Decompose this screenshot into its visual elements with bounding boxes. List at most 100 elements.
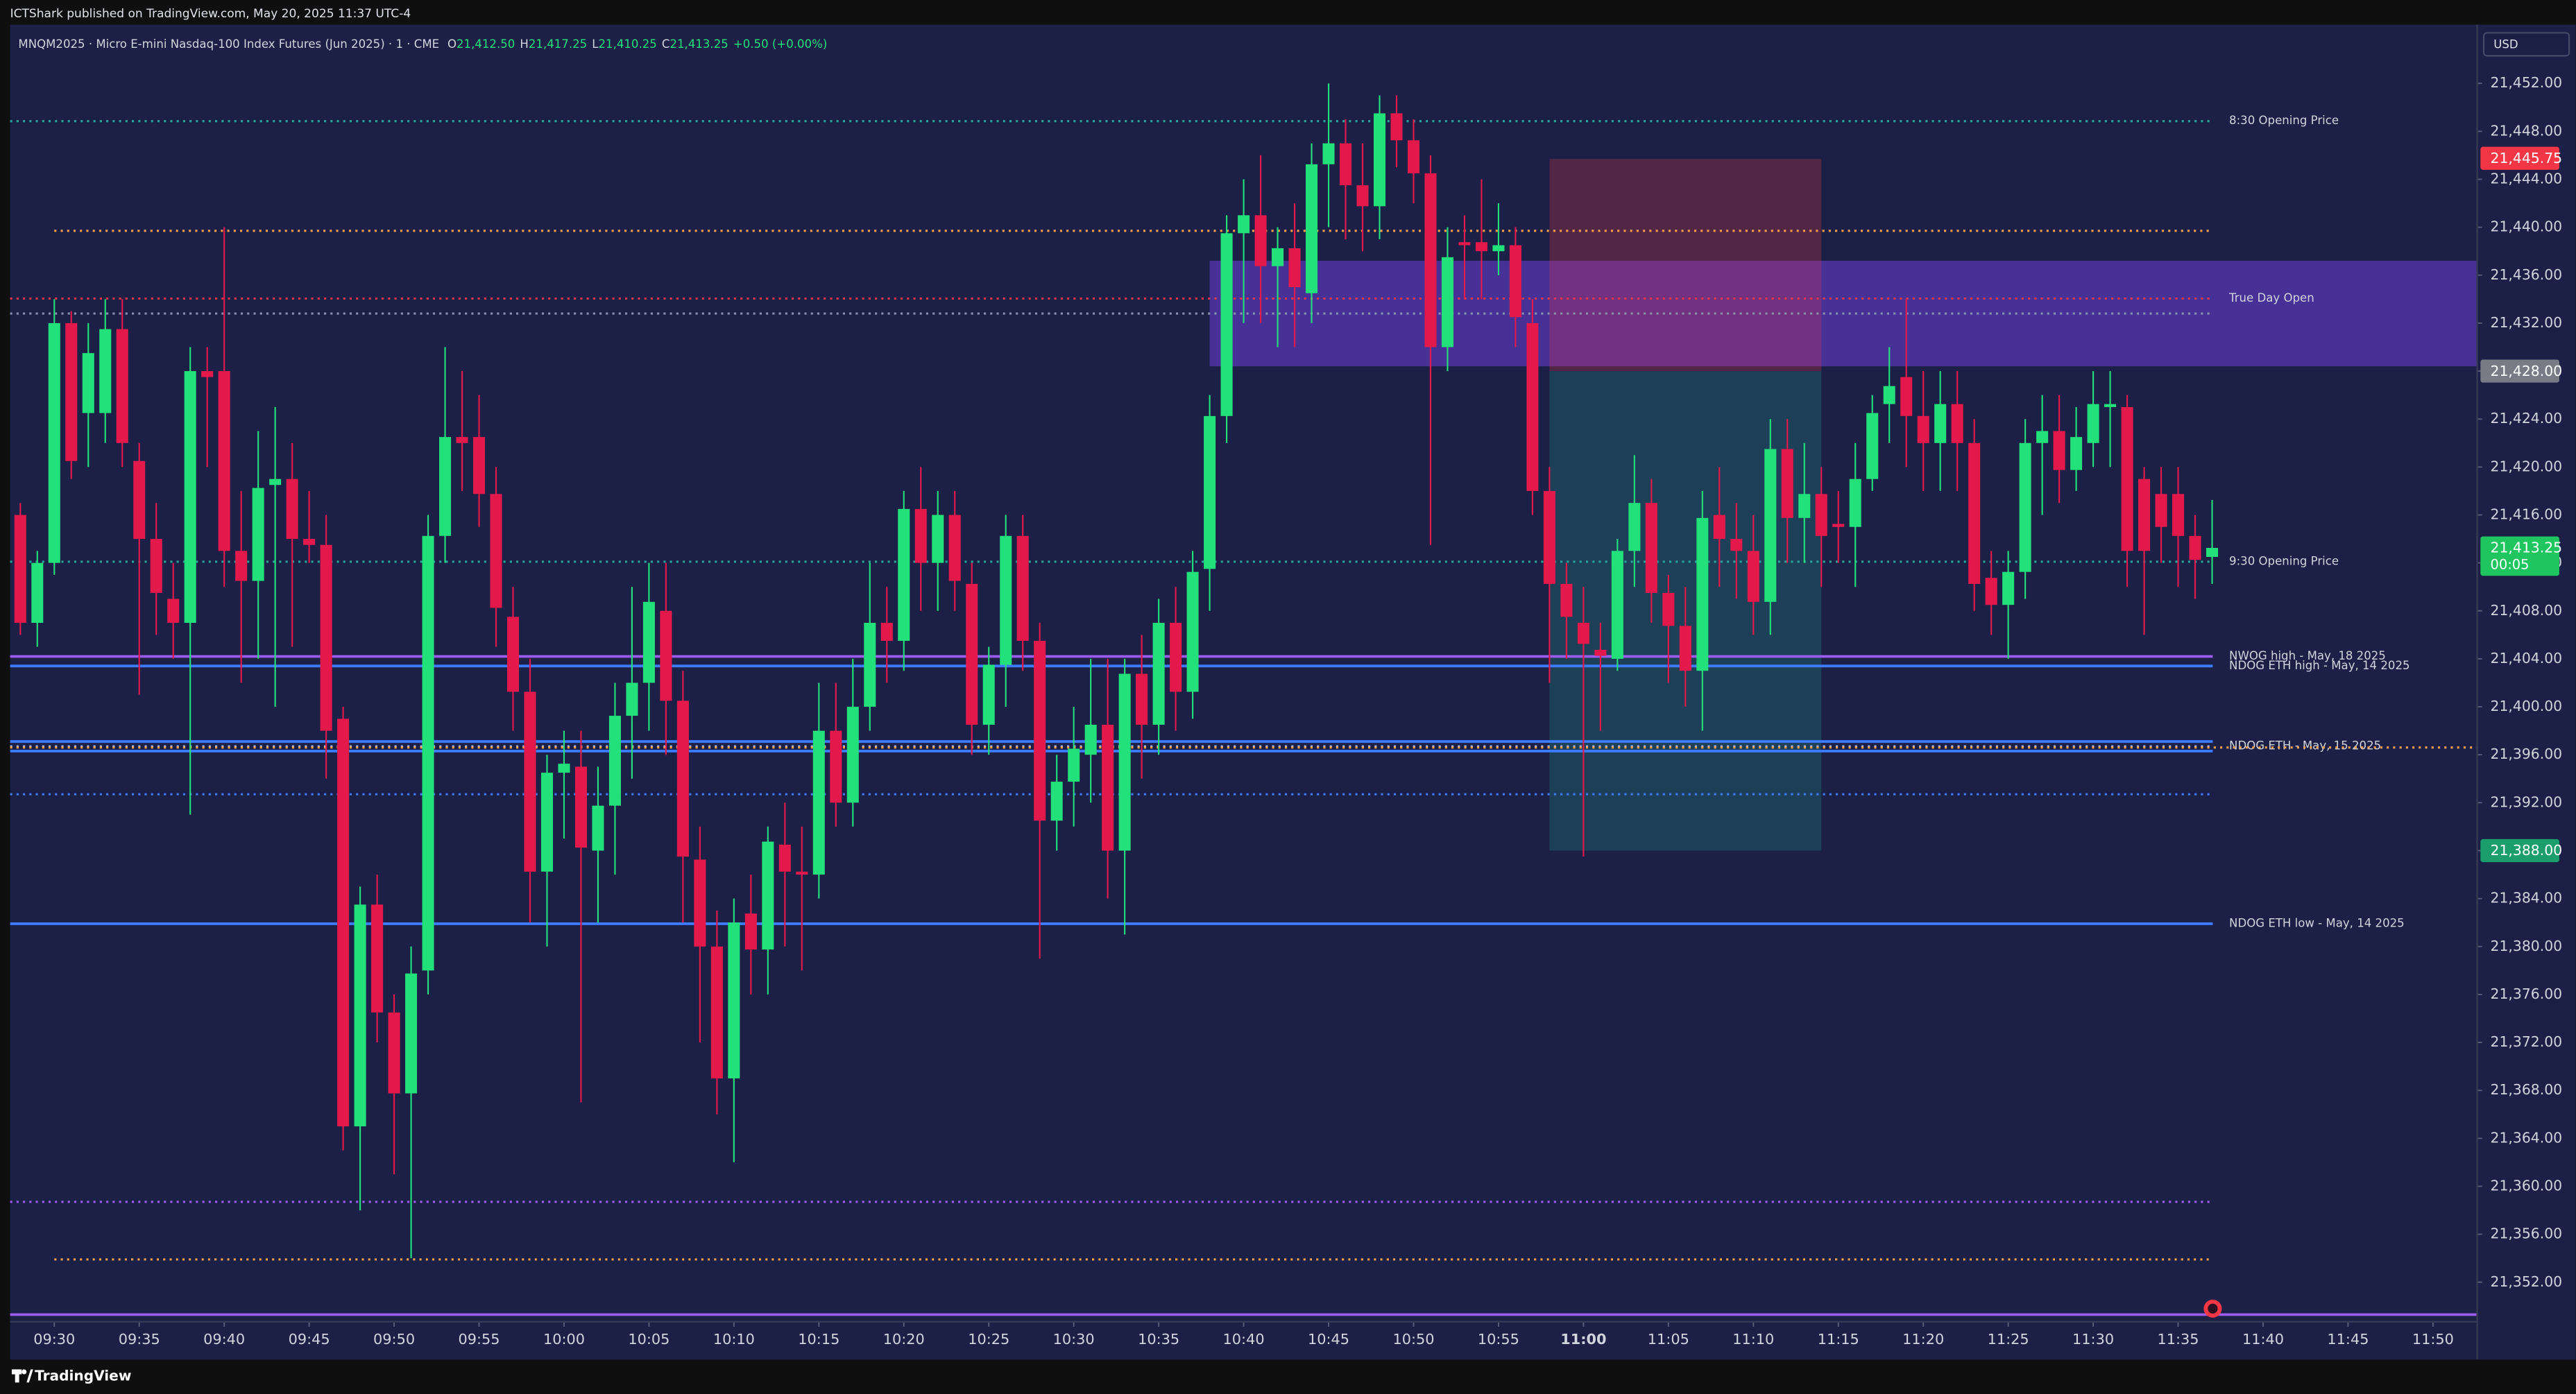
candle-body	[880, 623, 893, 641]
ohlc-value: 21,417.25	[529, 37, 587, 50]
candle-body	[422, 535, 434, 971]
x-tick-label: 11:40	[2242, 1331, 2284, 1348]
y-tick-label: 21,440.00	[2491, 218, 2563, 235]
x-tick-label: 11:05	[1648, 1331, 1689, 1348]
candle-body	[1322, 143, 1335, 164]
x-tick-label: 10:15	[798, 1331, 839, 1348]
y-tick-label: 21,400.00	[2491, 698, 2563, 714]
price-tag-label: 21,445.75	[2491, 150, 2563, 166]
candle-body	[1934, 404, 1947, 443]
candle-body	[269, 479, 282, 485]
candle-body	[2189, 535, 2201, 560]
candle-body	[1781, 449, 1793, 518]
alert-icon[interactable]	[2203, 1299, 2222, 1318]
x-tick-label: 11:35	[2158, 1331, 2199, 1348]
candle-body	[2002, 571, 2015, 605]
x-tick-label: 10:35	[1138, 1331, 1179, 1348]
candle-body	[354, 904, 366, 1127]
currency[interactable]: USD	[2493, 38, 2518, 51]
candle-body	[1764, 449, 1777, 602]
candle-body	[830, 730, 842, 803]
ohlc-key: C	[662, 37, 670, 50]
candle-body	[1458, 242, 1471, 246]
candle-body	[2019, 442, 2031, 572]
y-tick-label: 21,432.00	[2491, 314, 2563, 331]
alert-icon-inner[interactable]	[2208, 1303, 2218, 1314]
candle-body	[439, 437, 452, 536]
candle-body	[2053, 431, 2065, 470]
candle-body	[1407, 140, 1420, 173]
candle-body	[898, 508, 910, 641]
candle-body	[48, 322, 60, 563]
candle-body	[218, 371, 230, 551]
price-axis-panel	[2477, 24, 2576, 1360]
y-tick-label: 21,408.00	[2491, 602, 2563, 619]
y-tick-label: 21,368.00	[2491, 1081, 2563, 1098]
currency-box[interactable]	[2483, 32, 2570, 57]
price-tag	[2480, 536, 2559, 576]
axes: 21,352.00 21,356.00 21,360.00 21,364.00 21,3…	[33, 74, 2562, 1348]
x-tick-label: 11:10	[1732, 1331, 1774, 1348]
candle-body	[1220, 233, 1233, 416]
candle-body	[1390, 113, 1403, 141]
level-label: 9:30 Opening Price	[2229, 554, 2339, 567]
candle-body	[1306, 164, 1318, 293]
candle-body	[116, 329, 128, 443]
y-tick-label: 21,364.00	[2491, 1129, 2563, 1146]
candle-body	[1798, 494, 1811, 518]
candle-body	[1747, 551, 1759, 602]
publisher-line: ICTShark published on TradingView.com, M…	[10, 7, 411, 21]
y-tick-label: 21,380.00	[2491, 938, 2563, 954]
ohlc-value: 21,413.25	[669, 37, 728, 50]
candle-body	[2206, 548, 2219, 557]
x-tick-label: 11:30	[2072, 1331, 2114, 1348]
candle-body	[371, 904, 384, 1013]
x-tick-label: 11:20	[1902, 1331, 1944, 1348]
candle-body	[1238, 215, 1250, 234]
x-tick-label: 11:45	[2327, 1331, 2369, 1348]
candle-body	[1679, 626, 1691, 671]
y-tick-label: 21,360.00	[2491, 1178, 2563, 1194]
price-tag	[2480, 359, 2559, 383]
candle-body	[1696, 517, 1709, 671]
x-tick-label: 09:50	[373, 1331, 415, 1348]
level-label: NDOG ETH high - May, 14 2025	[2229, 659, 2409, 672]
ohlc-key: L	[592, 37, 599, 50]
logo-part	[26, 1369, 33, 1383]
candle-body	[762, 841, 774, 950]
candle-body	[2155, 494, 2167, 527]
level-label: NDOG ETH - May, 15 2025	[2229, 739, 2381, 752]
candle-body	[405, 973, 418, 1094]
candle-body	[846, 707, 859, 803]
candle-body	[1594, 649, 1607, 656]
candle-body	[31, 562, 44, 623]
candle-body	[1866, 413, 1879, 479]
candle-body	[1985, 578, 1997, 605]
candle-body	[1611, 551, 1623, 659]
candle-body	[1288, 248, 1301, 288]
candle-body	[1050, 782, 1063, 821]
candle-body	[82, 353, 94, 413]
x-tick-label: 09:30	[33, 1331, 75, 1348]
candle-body	[1170, 623, 1182, 692]
y-tick-label: 21,404.00	[2491, 650, 2563, 666]
candle-body	[150, 539, 162, 593]
level-label: True Day Open	[2228, 291, 2314, 304]
candle-body	[1917, 415, 1929, 443]
candle-body	[490, 494, 502, 608]
candle-body	[2138, 479, 2151, 551]
candle-body	[1577, 623, 1589, 644]
y-tick-label: 21,396.00	[2491, 746, 2563, 762]
price-tag-countdown: 00:05	[2491, 556, 2530, 572]
candle-body	[99, 329, 112, 413]
candle-body	[1849, 479, 1861, 527]
candle-body	[235, 551, 248, 581]
candle-body	[728, 922, 740, 1078]
x-tick-label: 11:00	[1560, 1331, 1606, 1348]
footer-brand: TradingView	[35, 1368, 131, 1384]
x-tick-label: 11:50	[2412, 1331, 2454, 1348]
candle-body	[184, 371, 196, 623]
candle-body	[948, 515, 961, 581]
candles	[14, 83, 2219, 1259]
